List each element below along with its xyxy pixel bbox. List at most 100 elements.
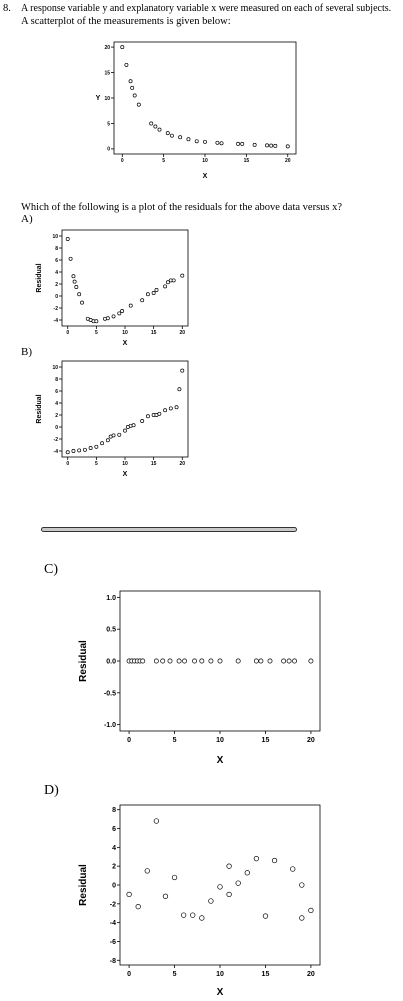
data-point <box>157 411 162 416</box>
data-point <box>88 446 93 450</box>
data-point <box>308 907 314 914</box>
y-tick-label: 2 <box>55 413 58 419</box>
x-tick-label: 5 <box>173 737 177 744</box>
x-tick-label: 20 <box>179 330 185 336</box>
data-point <box>77 448 82 453</box>
residual-plot-a: 0 5 10 15 20 -4 -2 0 2 4 6 8 10 X Residual <box>36 229 189 347</box>
x-axis-label: X <box>123 340 128 347</box>
data-point <box>299 915 305 921</box>
data-point <box>111 314 116 319</box>
data-point <box>174 405 179 410</box>
data-point <box>271 857 278 864</box>
data-point <box>154 288 159 292</box>
y-tick-label: -2 <box>110 901 116 908</box>
data-point <box>180 368 185 373</box>
data-point <box>105 438 110 443</box>
residual-plot-c: 0 5 10 15 20 -1.0 -0.5 0.0 0.5 1.0 X Residual <box>78 590 321 766</box>
x-tick-label: 10 <box>122 330 128 336</box>
y-tick-label: 0.0 <box>106 659 116 666</box>
x-tick-label: 5 <box>162 158 165 164</box>
data-point <box>182 658 187 664</box>
x-tick-label: 15 <box>262 737 270 744</box>
data-point <box>208 898 214 904</box>
y-axis-label: Residual <box>78 864 89 906</box>
data-point <box>140 298 145 303</box>
option-d-label: D) <box>44 783 59 798</box>
data-point <box>253 658 259 664</box>
section-divider <box>41 527 297 532</box>
y-tick-label: 8 <box>55 246 58 252</box>
data-point <box>65 450 70 455</box>
data-point <box>308 658 314 664</box>
data-point <box>153 124 158 129</box>
y-tick-label: 8 <box>55 377 58 383</box>
option-b-label: B) <box>21 346 32 358</box>
data-point <box>226 863 232 869</box>
plot-frame <box>113 41 297 155</box>
data-point <box>77 292 82 297</box>
y-tick-label: 0 <box>107 147 110 153</box>
y-tick-label: -8 <box>110 958 116 965</box>
data-point <box>94 444 99 449</box>
data-point <box>132 93 137 98</box>
data-point <box>160 658 166 664</box>
data-point <box>131 423 136 428</box>
y-tick-label: 20 <box>104 45 110 51</box>
data-point <box>151 291 156 295</box>
x-tick-label: 20 <box>285 158 291 164</box>
x-axis-label: X <box>217 755 224 766</box>
x-tick-label: 0 <box>66 330 69 336</box>
x-tick-label: 20 <box>179 461 185 467</box>
y-tick-label: -2 <box>54 437 59 443</box>
x-tick-label: 5 <box>95 330 98 336</box>
data-point <box>235 880 241 886</box>
data-point <box>71 449 76 453</box>
residual-plot-b: 0 5 10 15 20 -4 -2 0 2 4 6 8 10 X Residual <box>36 360 189 478</box>
y-tick-label: 0 <box>112 883 116 890</box>
data-point <box>68 256 73 261</box>
data-point <box>171 874 178 881</box>
data-point <box>240 141 245 146</box>
x-tick-label: 5 <box>173 971 177 978</box>
data-point <box>128 303 133 308</box>
data-point <box>236 141 241 146</box>
y-tick-label: 10 <box>52 365 58 371</box>
data-point <box>149 121 154 126</box>
y-tick-label: 2 <box>112 864 116 871</box>
data-point <box>153 658 159 664</box>
data-point <box>258 658 264 664</box>
data-point <box>120 309 125 313</box>
y-tick-label: 10 <box>52 234 58 240</box>
plot-frame <box>61 229 189 327</box>
data-point <box>199 658 205 664</box>
data-point <box>169 133 174 138</box>
x-tick-label: 15 <box>151 461 157 467</box>
y-tick-label: 4 <box>112 845 116 852</box>
option-a-label: A) <box>21 213 33 225</box>
data-point <box>105 316 110 321</box>
data-point <box>178 135 183 140</box>
data-point <box>71 274 76 279</box>
data-point <box>72 279 77 284</box>
data-point <box>176 658 182 664</box>
data-point <box>208 658 214 664</box>
x-tick-label: 20 <box>307 737 315 744</box>
option-c-label: C) <box>44 562 58 577</box>
y-tick-label: 8 <box>112 807 116 814</box>
data-point <box>286 658 292 664</box>
y-tick-label: 10 <box>104 96 110 102</box>
data-point <box>162 893 169 899</box>
data-point <box>199 915 205 921</box>
data-point <box>171 278 176 283</box>
data-point <box>145 292 150 297</box>
data-point <box>120 45 125 50</box>
y-axis-label: Residual <box>36 394 43 423</box>
data-point <box>117 432 122 437</box>
data-point <box>215 140 220 145</box>
question-prompt: Which of the following is a plot of the … <box>21 202 343 213</box>
question-number: 8. <box>3 3 11 14</box>
data-point <box>244 870 250 876</box>
x-tick-label: 15 <box>244 158 250 164</box>
data-point <box>217 884 223 890</box>
data-point <box>194 139 199 144</box>
